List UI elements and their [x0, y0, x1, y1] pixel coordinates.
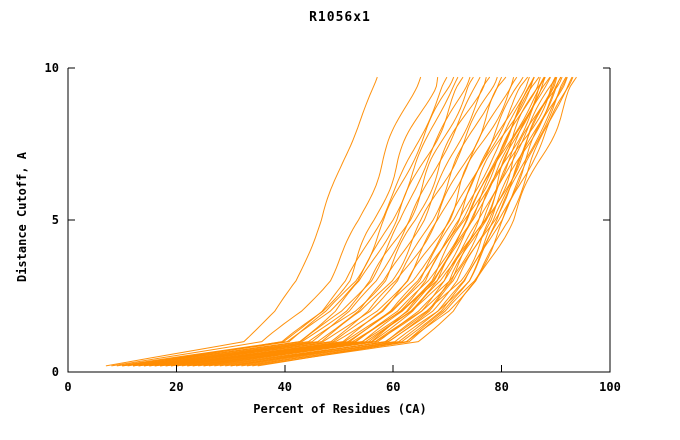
data-curve — [235, 76, 567, 367]
data-curve — [143, 76, 498, 367]
data-curve — [181, 76, 546, 367]
data-curve — [165, 76, 535, 367]
data-curve — [187, 76, 551, 367]
x-tick-label: 80 — [494, 380, 508, 394]
data-curve — [105, 76, 378, 367]
data-curve — [219, 76, 562, 367]
data-curve — [138, 76, 487, 367]
y-tick-label: 0 — [52, 365, 59, 379]
data-curve — [122, 76, 455, 367]
y-axis-label: Distance Cutoff, A — [15, 151, 29, 283]
x-tick-label: 40 — [278, 380, 292, 394]
data-curve — [122, 76, 459, 367]
data-curve — [252, 76, 577, 367]
data-curve — [241, 76, 574, 367]
data-curve — [203, 76, 557, 367]
data-curve — [246, 76, 573, 367]
data-curve — [203, 76, 535, 367]
data-curve — [116, 76, 448, 367]
data-curve — [154, 76, 515, 367]
data-curve — [132, 76, 474, 367]
data-curve — [192, 76, 551, 367]
data-curve — [165, 76, 529, 367]
y-tick-label: 5 — [52, 213, 59, 227]
data-curve — [111, 76, 422, 367]
data-curve — [160, 76, 530, 367]
data-curve — [208, 76, 562, 367]
data-curve — [214, 76, 563, 367]
data-curve — [132, 77, 439, 367]
x-tick-label: 100 — [599, 380, 621, 394]
data-curve — [257, 76, 558, 367]
chart-title: R1056x1 — [309, 10, 371, 25]
data-curve — [230, 76, 568, 367]
data-curve — [225, 76, 568, 367]
data-curve — [160, 76, 524, 367]
data-curve — [132, 76, 471, 367]
data-curve — [143, 76, 491, 367]
data-curve — [149, 76, 503, 367]
x-tick-label: 20 — [169, 380, 183, 394]
x-axis-label: Percent of Residues (CA) — [253, 402, 427, 416]
x-tick-label: 0 — [64, 380, 71, 394]
y-tick-label: 10 — [45, 61, 59, 75]
data-curve — [230, 76, 545, 367]
data-curve — [127, 76, 464, 367]
x-tick-label: 60 — [386, 380, 400, 394]
